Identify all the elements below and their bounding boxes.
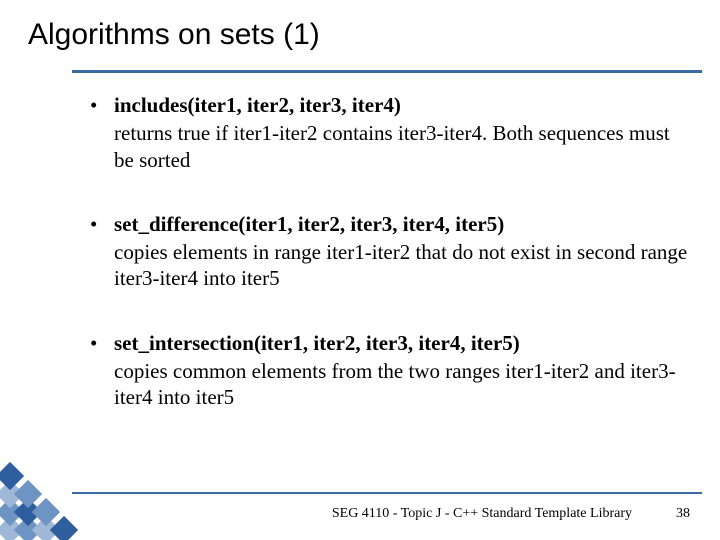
footer-text: SEG 4110 - Topic J - C++ Standard Templa… xyxy=(332,506,632,522)
bullet-item: set_difference(iter1, iter2, iter3, iter… xyxy=(90,211,690,292)
bullet-heading-text: set_intersection(iter1, iter2, iter3, it… xyxy=(114,331,520,355)
slide-container: Algorithms on sets (1) includes(iter1, i… xyxy=(0,0,720,540)
bullet-heading: set_difference(iter1, iter2, iter3, iter… xyxy=(90,211,690,237)
title-underline xyxy=(72,70,702,73)
bullet-item: includes(iter1, iter2, iter3, iter4) ret… xyxy=(90,92,690,173)
bullet-heading-text: includes(iter1, iter2, iter3, iter4) xyxy=(114,93,401,117)
bullet-item: set_intersection(iter1, iter2, iter3, it… xyxy=(90,330,690,411)
bullet-description: copies common elements from the two rang… xyxy=(90,358,690,411)
bullet-heading: includes(iter1, iter2, iter3, iter4) xyxy=(90,92,690,118)
footer-divider xyxy=(72,492,702,494)
bullet-description: copies elements in range iter1-iter2 tha… xyxy=(90,239,690,292)
bullet-heading-text: set_difference(iter1, iter2, iter3, iter… xyxy=(114,212,504,236)
page-number: 38 xyxy=(676,506,690,522)
content-area: includes(iter1, iter2, iter3, iter4) ret… xyxy=(90,92,690,448)
bullet-heading: set_intersection(iter1, iter2, iter3, it… xyxy=(90,330,690,356)
bullet-description: returns true if iter1-iter2 contains ite… xyxy=(90,120,690,173)
slide-title: Algorithms on sets (1) xyxy=(0,0,720,52)
